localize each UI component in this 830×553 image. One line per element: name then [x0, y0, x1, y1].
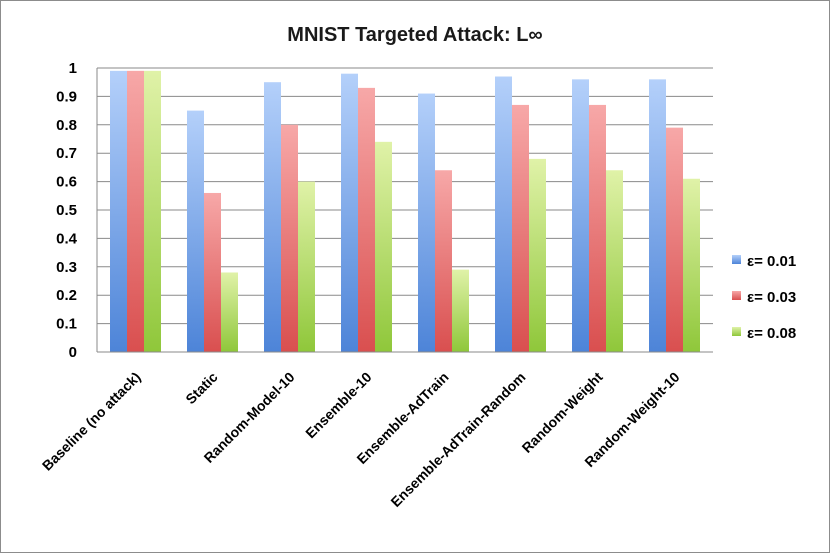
bar-1-3	[358, 87, 375, 352]
legend-swatch	[732, 291, 741, 300]
chart-title: MNIST Targeted Attack: L∞	[287, 24, 542, 46]
y-tick-label: 1	[69, 60, 77, 77]
legend-label: ε= 0.08	[747, 325, 796, 342]
bar-0-4	[418, 93, 435, 352]
bar-2-4	[452, 269, 469, 352]
y-tick-label: 0.3	[56, 259, 77, 276]
y-tick-label: 0.1	[56, 316, 77, 333]
bar-1-1	[204, 192, 221, 352]
legend-swatch	[732, 255, 741, 264]
bar-0-6	[572, 79, 589, 353]
bar-2-3	[375, 141, 392, 352]
bar-1-4	[435, 170, 452, 352]
bar-0-5	[495, 76, 512, 353]
x-category-label: Static	[182, 369, 220, 407]
bar-2-6	[606, 170, 623, 352]
bar-1-2	[281, 124, 298, 352]
bar-0-7	[649, 79, 666, 353]
legend-label: ε= 0.03	[747, 289, 796, 306]
y-tick-label: 0.9	[56, 88, 77, 105]
bar-2-0	[144, 70, 161, 352]
bar-0-2	[264, 82, 281, 352]
legend-label: ε= 0.01	[747, 253, 796, 270]
bar-2-7	[683, 178, 700, 352]
x-category-label: Random-Weight	[519, 369, 606, 456]
bar-2-1	[221, 272, 238, 352]
bar-1-6	[589, 104, 606, 352]
bar-1-0	[127, 70, 144, 352]
y-tick-label: 0.7	[56, 145, 77, 162]
bar-2-2	[298, 181, 315, 352]
y-tick-label: 0	[69, 344, 77, 361]
x-category-label: Baseline (no attack)	[39, 369, 144, 474]
y-tick-label: 0.6	[56, 174, 77, 191]
legend-swatch	[732, 327, 741, 336]
bar-1-7	[666, 127, 683, 352]
y-tick-label: 0.2	[56, 287, 77, 304]
x-category-label: Ensemble-AdTrain-Random	[387, 369, 528, 510]
y-tick-label: 0.5	[56, 202, 77, 219]
bar-0-1	[187, 110, 204, 352]
x-category-label: Ensemble-10	[302, 369, 375, 442]
bar-2-5	[529, 158, 546, 352]
y-tick-label: 0.8	[56, 117, 77, 134]
y-tick-label: 0.4	[56, 230, 78, 247]
bar-0-3	[341, 73, 358, 353]
bar-1-5	[512, 104, 529, 352]
bar-0-0	[110, 70, 127, 352]
